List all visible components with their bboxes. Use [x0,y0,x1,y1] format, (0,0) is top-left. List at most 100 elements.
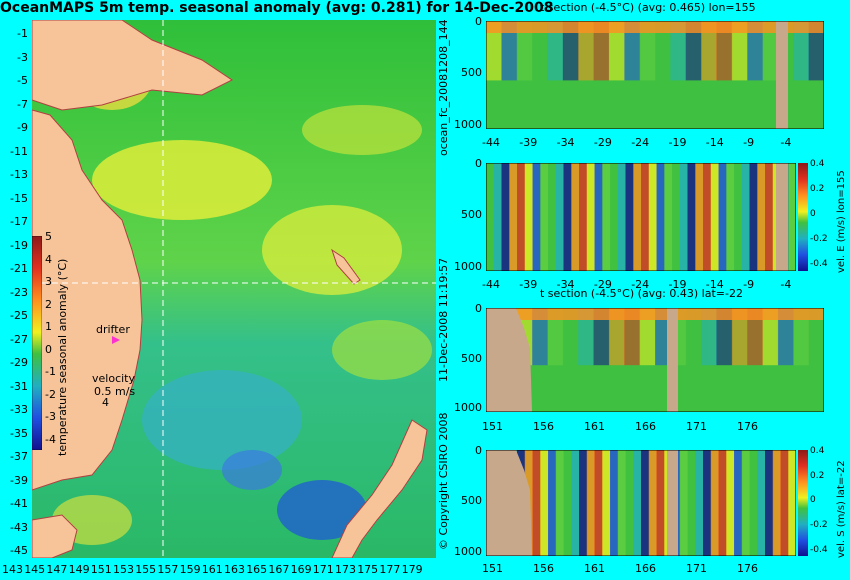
section-stripe [625,163,634,271]
section-stripe [532,450,541,556]
section-stripe [555,450,564,556]
section-stripe [532,308,548,366]
cool-anomaly-patch [277,480,367,540]
map-x-tick-label: 179 [401,563,423,576]
page-title: OceanMAPS 5m temp. seasonal anomaly (avg… [0,0,554,16]
section-x-tick: 151 [482,562,503,575]
map-y-tick-label: -7 [17,97,28,111]
section-stripe [579,163,588,271]
section-stripe [731,308,748,366]
section-stripe [625,450,634,556]
section-stripe [765,163,774,271]
section-y-tick: 0 [475,157,482,170]
map-x-tick-label: 173 [335,563,356,576]
map-x-tick-label: 157 [157,563,179,576]
map-colorbar-tick: 1 [45,320,52,333]
section-y-tick: 500 [461,494,482,508]
section-stripe [687,450,696,556]
section-stripe [501,163,510,271]
map-y-tick-label: -37 [10,450,28,463]
section-stripe [548,450,557,556]
section-stripe [741,450,750,556]
map-colorbar-label: temperature seasonal anomaly (°C) [56,258,69,456]
section-y-tick: 0 [475,444,482,457]
section-stripe [563,163,572,271]
map-y-tick-label: -13 [10,168,28,181]
section-heatmap-1 [486,21,824,129]
section-stripe [639,21,656,81]
section-x-tick: -34 [556,278,575,291]
section-stripe [747,21,764,81]
section-x-tick: 166 [635,420,656,433]
section-stripe [716,21,733,81]
section-stripe [501,21,518,81]
warm-anomaly-patch [302,105,422,155]
velocity-colorbar-label: vel. E (m/s) lon=155 [836,170,847,273]
section-stripe [594,450,603,556]
section-stripe [547,308,564,366]
section-stripe [808,21,824,81]
map-x-tick-label: 171 [312,563,334,576]
section-stripe [656,450,665,556]
section-stripe [718,450,727,556]
section-stripe [710,450,719,556]
section-stripe [716,308,733,366]
section-x-tick: 151 [482,420,503,433]
section-x-tick: -19 [668,136,687,149]
section-y-tick: 0 [475,302,482,315]
map-y-tick-label: -33 [10,403,28,416]
section-stripe [608,308,625,366]
section-x-tick: -24 [631,278,650,291]
section-stripe [695,450,704,556]
section-y-tick: 500 [461,208,482,222]
section-x-tick: -4 [780,278,792,291]
map-colorbar-tick: -3 [45,410,56,423]
section-stripe [685,21,702,81]
velocity-colorbar-tick: 0.2 [810,470,825,481]
new-zealand-landmass [331,419,428,558]
map-colorbar-tick: -2 [45,387,56,401]
section-title: t section (-4.5°C) (avg: 0.465) lon=155 [540,1,756,14]
map-y-tick-label: -45 [10,544,28,557]
section-stripe [765,450,774,556]
section-x-tick: 156 [533,562,554,575]
section-stripe [555,163,564,271]
section-x-tick: -9 [743,278,755,291]
section-stripe [579,450,588,556]
section-stripe [687,163,696,271]
section-y-tick: 1000 [454,401,482,415]
section-stripe [548,163,557,271]
section-x-tick: -19 [668,278,687,291]
map-colorbar [32,236,42,450]
map-x-tick-label: 155 [135,563,157,576]
velocity-value: 0.5 m/s [94,385,136,398]
section-stripe [486,21,502,81]
section-stripe [741,163,750,271]
map-x-tick-label: 169 [290,563,312,576]
section-stripe [648,163,657,271]
forecast-id: ocean_fc_20081208_144 [437,19,450,156]
map-colorbar-tick: 3 [45,275,52,288]
velocity-colorbar-tick: 0 [810,495,816,506]
section-stripe [593,21,610,81]
section-stripe [695,163,704,271]
section-x-tick: -29 [593,278,612,291]
section-stripe [594,163,603,271]
section-stripe [670,21,687,81]
cool-anomaly-patch [142,370,302,470]
section-stripe [731,21,748,81]
section-stripe [602,163,611,271]
section-coast-land [486,450,532,556]
section-stripe [641,163,650,271]
section-stripe [578,21,595,81]
section-stripe [655,308,671,366]
section-x-tick: -9 [743,136,755,149]
section-stripe [648,450,657,556]
map-colorbar-tick: 5 [45,230,52,243]
section-y-tick: 500 [461,66,482,80]
new-caledonia-landmass [331,248,361,285]
map-y-tick-label: -27 [10,332,28,346]
map-y-tick-label: -43 [10,520,28,534]
section-stripe [540,163,549,271]
section-stripe [532,21,548,81]
